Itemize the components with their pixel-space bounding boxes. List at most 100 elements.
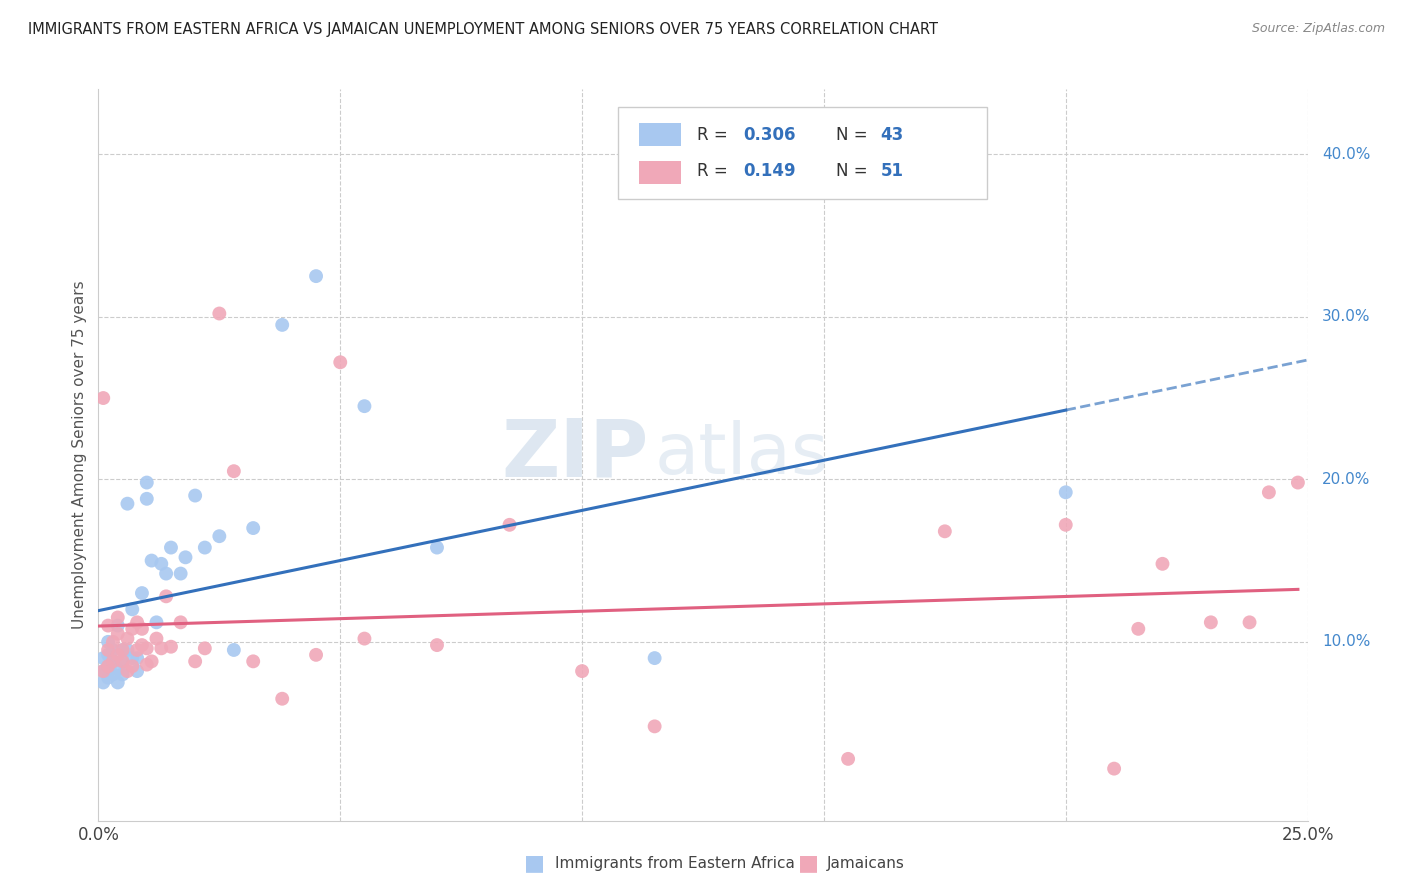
Point <box>155 590 177 604</box>
Point <box>97 618 120 632</box>
Point <box>498 517 520 532</box>
Point <box>91 651 114 665</box>
Point <box>135 657 157 672</box>
Point <box>644 651 666 665</box>
Point <box>107 618 129 632</box>
Point <box>305 648 328 662</box>
Point <box>160 640 183 654</box>
Point <box>305 269 328 284</box>
Point <box>97 643 120 657</box>
Point <box>111 643 134 657</box>
Point <box>91 664 114 678</box>
Point <box>222 464 245 478</box>
Point <box>571 664 593 678</box>
Point <box>150 557 173 571</box>
Text: Source: ZipAtlas.com: Source: ZipAtlas.com <box>1251 22 1385 36</box>
Point <box>1152 557 1174 571</box>
Point <box>1054 517 1077 532</box>
Point <box>194 541 217 555</box>
Text: ZIP: ZIP <box>502 416 648 494</box>
Point <box>135 475 157 490</box>
Point <box>107 675 129 690</box>
Point <box>145 632 167 646</box>
FancyBboxPatch shape <box>619 108 987 199</box>
Point <box>169 566 191 581</box>
Point <box>97 648 120 662</box>
Point <box>271 691 294 706</box>
Point <box>1128 622 1150 636</box>
Point <box>1054 485 1077 500</box>
Point <box>353 399 375 413</box>
Point <box>127 651 149 665</box>
Point <box>242 654 264 668</box>
Text: N =: N = <box>837 126 873 144</box>
Point <box>111 643 134 657</box>
Point <box>174 550 197 565</box>
Point <box>1257 485 1279 500</box>
Point <box>121 651 143 665</box>
Point <box>131 622 153 636</box>
Point <box>97 659 120 673</box>
Text: IMMIGRANTS FROM EASTERN AFRICA VS JAMAICAN UNEMPLOYMENT AMONG SENIORS OVER 75 YE: IMMIGRANTS FROM EASTERN AFRICA VS JAMAIC… <box>28 22 938 37</box>
Point <box>121 622 143 636</box>
Text: 30.0%: 30.0% <box>1322 310 1371 325</box>
Point <box>208 529 231 543</box>
Point <box>131 638 153 652</box>
Point <box>117 497 139 511</box>
Point <box>117 632 139 646</box>
Point <box>91 664 114 678</box>
Point <box>271 318 294 332</box>
Point <box>141 553 163 567</box>
Point <box>169 615 191 630</box>
Point <box>141 654 163 668</box>
Point <box>127 615 149 630</box>
Point <box>101 643 124 657</box>
Point <box>117 643 139 657</box>
Point <box>107 648 129 662</box>
Point <box>145 615 167 630</box>
Text: ■: ■ <box>799 854 818 873</box>
Point <box>184 654 207 668</box>
Point <box>160 541 183 555</box>
Point <box>117 664 139 678</box>
Point <box>1199 615 1222 630</box>
Text: 0.306: 0.306 <box>742 126 796 144</box>
Point <box>121 602 143 616</box>
Point <box>353 632 375 646</box>
Point <box>121 659 143 673</box>
Point <box>135 641 157 656</box>
Text: 51: 51 <box>880 162 904 180</box>
Text: 0.149: 0.149 <box>742 162 796 180</box>
Point <box>644 719 666 733</box>
Text: R =: R = <box>697 126 733 144</box>
Point <box>1102 762 1125 776</box>
Point <box>101 667 124 681</box>
Point <box>934 524 956 539</box>
Point <box>101 654 124 668</box>
Point <box>127 643 149 657</box>
Point <box>242 521 264 535</box>
Text: Jamaicans: Jamaicans <box>827 856 904 871</box>
Point <box>111 654 134 668</box>
Text: R =: R = <box>697 162 733 180</box>
Point <box>127 664 149 678</box>
Point <box>1239 615 1261 630</box>
Text: Immigrants from Eastern Africa: Immigrants from Eastern Africa <box>555 856 796 871</box>
Point <box>194 641 217 656</box>
Point <box>426 638 449 652</box>
Point <box>184 489 207 503</box>
Text: 20.0%: 20.0% <box>1322 472 1371 487</box>
Point <box>101 654 124 668</box>
Point <box>131 586 153 600</box>
Text: 43: 43 <box>880 126 904 144</box>
Point <box>107 663 129 677</box>
Point <box>107 610 129 624</box>
Point <box>135 491 157 506</box>
Y-axis label: Unemployment Among Seniors over 75 years: Unemployment Among Seniors over 75 years <box>72 281 87 629</box>
Point <box>208 306 231 320</box>
Point <box>426 541 449 555</box>
Point <box>222 643 245 657</box>
Point <box>155 566 177 581</box>
Point <box>837 752 859 766</box>
Point <box>107 626 129 640</box>
